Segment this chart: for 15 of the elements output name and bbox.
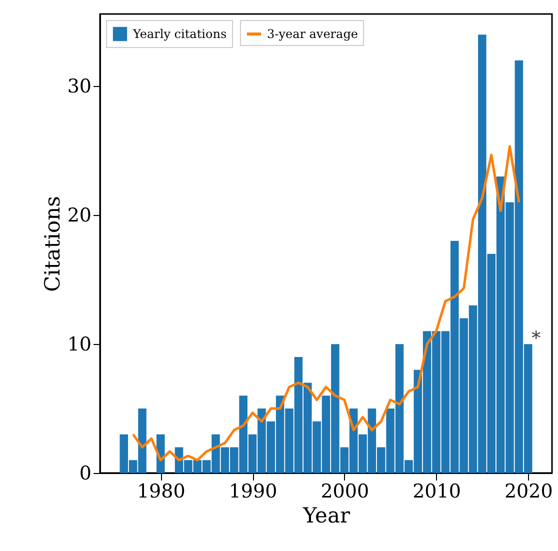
legend-label: 3-year average [267,27,358,41]
y-tick-label: 30 [67,76,92,98]
x-tick-label: 1980 [136,480,186,502]
legend-label: Yearly citations [132,27,227,41]
y-axis-title: Citations [40,196,64,292]
x-axis-title: Year [302,504,351,528]
x-tick-label: 2010 [412,480,461,502]
annotation: * [532,328,541,350]
line-series [132,145,520,462]
y-tick-label: 10 [67,334,92,356]
y-tick-label: 0 [79,462,92,484]
x-tick-label: 2020 [504,480,553,502]
x-tick-label: 2000 [320,480,370,502]
y-tick-label: 20 [67,204,92,227]
x-tick-label: 1990 [228,480,278,502]
